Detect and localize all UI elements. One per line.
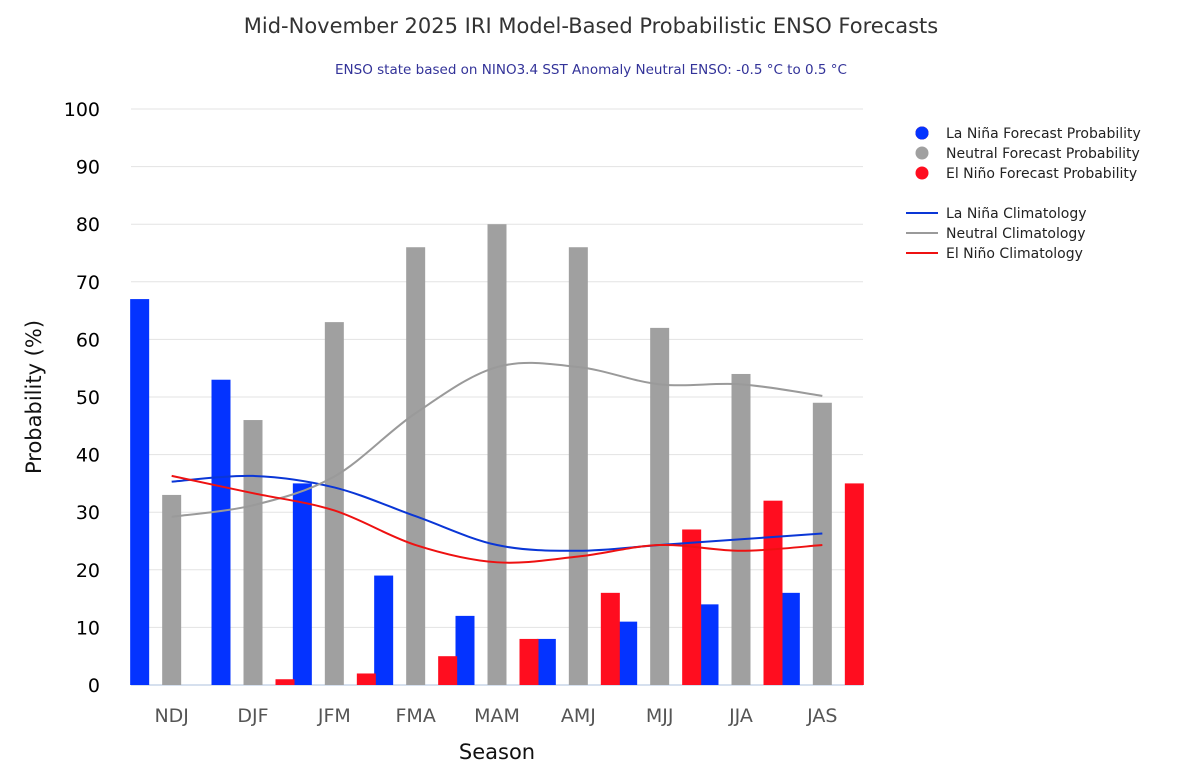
bar-neutral-djf[interactable]: [243, 420, 263, 685]
bar-el-nino-mam[interactable]: [519, 638, 539, 685]
line-la-nina-clim[interactable]: [171, 474, 823, 552]
y-axis-ticks: 0 10 20 30 40 50 60 70 80 90 100: [64, 99, 100, 697]
bar-neutral-jas[interactable]: [812, 402, 832, 685]
y-tick-label: 70: [76, 272, 100, 294]
bar-neutral-fma[interactable]: [406, 247, 426, 686]
legend-marker: [915, 146, 929, 160]
x-axis-title: Season: [459, 740, 535, 764]
bar-neutral-jfm[interactable]: [324, 322, 344, 685]
legend-item-label[interactable]: Neutral Climatology: [946, 226, 1086, 242]
bar-el-nino-djf[interactable]: [275, 679, 295, 685]
bar-el-nino-jfm[interactable]: [356, 673, 376, 685]
bar-neutral-ndj[interactable]: [162, 494, 182, 685]
legend-marker: [915, 126, 929, 140]
legend-item-label[interactable]: Neutral Forecast Probability: [946, 146, 1140, 162]
bar-la-nina-mjj[interactable]: [618, 621, 638, 685]
bar-neutral-jja[interactable]: [731, 373, 751, 685]
bar-la-nina-ndj[interactable]: [130, 299, 150, 685]
x-tick-label: JFM: [317, 705, 351, 727]
legend[interactable]: La Niña Forecast Probability Neutral Fore…: [906, 126, 1141, 262]
legend-item-label[interactable]: El Niño Climatology: [946, 246, 1083, 262]
legend-item-label[interactable]: El Niño Forecast Probability: [946, 166, 1137, 182]
bar-la-nina-djf[interactable]: [211, 379, 231, 685]
chart-subtitle: ENSO state based on NINO3.4 SST Anomaly …: [335, 62, 847, 78]
legend-item-label[interactable]: La Niña Forecast Probability: [946, 126, 1141, 142]
x-tick-label: NDJ: [154, 705, 188, 727]
line-el-nino-clim[interactable]: [171, 474, 823, 564]
bar-el-nino-jja[interactable]: [763, 500, 783, 685]
x-tick-label: DJF: [237, 705, 268, 727]
x-tick-label: MAM: [474, 705, 520, 727]
y-tick-label: 30: [76, 502, 100, 524]
y-axis-title: Probability (%): [22, 320, 46, 474]
y-tick-label: 20: [76, 560, 100, 582]
y-tick-label: 90: [76, 157, 100, 179]
bar-la-nina-jja[interactable]: [699, 604, 719, 685]
y-tick-label: 10: [76, 617, 100, 639]
chart-title: Mid-November 2025 IRI Model-Based Probab…: [243, 14, 939, 38]
bar-la-nina-fma[interactable]: [374, 575, 394, 685]
bar-el-nino-fma[interactable]: [438, 656, 458, 685]
bar-neutral-amj[interactable]: [568, 247, 588, 686]
x-tick-label: MJJ: [646, 705, 674, 727]
x-tick-label: AMJ: [561, 705, 596, 727]
climatology-lines: [171, 361, 823, 564]
y-tick-label: 100: [64, 99, 100, 121]
bar-el-nino-jas[interactable]: [844, 483, 864, 685]
bar-la-nina-jfm[interactable]: [292, 483, 312, 685]
y-tick-label: 60: [76, 329, 100, 351]
y-tick-label: 50: [76, 387, 100, 409]
x-axis-ticks: NDJ DJF JFM FMA MAM AMJ MJJ JJA JAS: [154, 705, 837, 727]
bar-el-nino-mjj[interactable]: [682, 529, 702, 685]
bar-neutral-mam[interactable]: [487, 224, 507, 685]
legend-item-label[interactable]: La Niña Climatology: [946, 206, 1087, 222]
bars: [130, 224, 864, 686]
legend-marker: [915, 166, 929, 180]
bar-la-nina-jas[interactable]: [780, 592, 800, 685]
x-tick-label: JJA: [728, 705, 753, 727]
bar-la-nina-amj[interactable]: [536, 638, 556, 685]
x-tick-label: JAS: [806, 705, 837, 727]
y-tick-label: 80: [76, 214, 100, 236]
bar-el-nino-amj[interactable]: [600, 592, 620, 685]
bar-la-nina-mam[interactable]: [455, 615, 475, 685]
y-tick-label: 0: [88, 675, 100, 697]
bar-neutral-mjj[interactable]: [650, 327, 670, 685]
x-tick-label: FMA: [396, 705, 436, 727]
y-tick-label: 40: [76, 445, 100, 467]
